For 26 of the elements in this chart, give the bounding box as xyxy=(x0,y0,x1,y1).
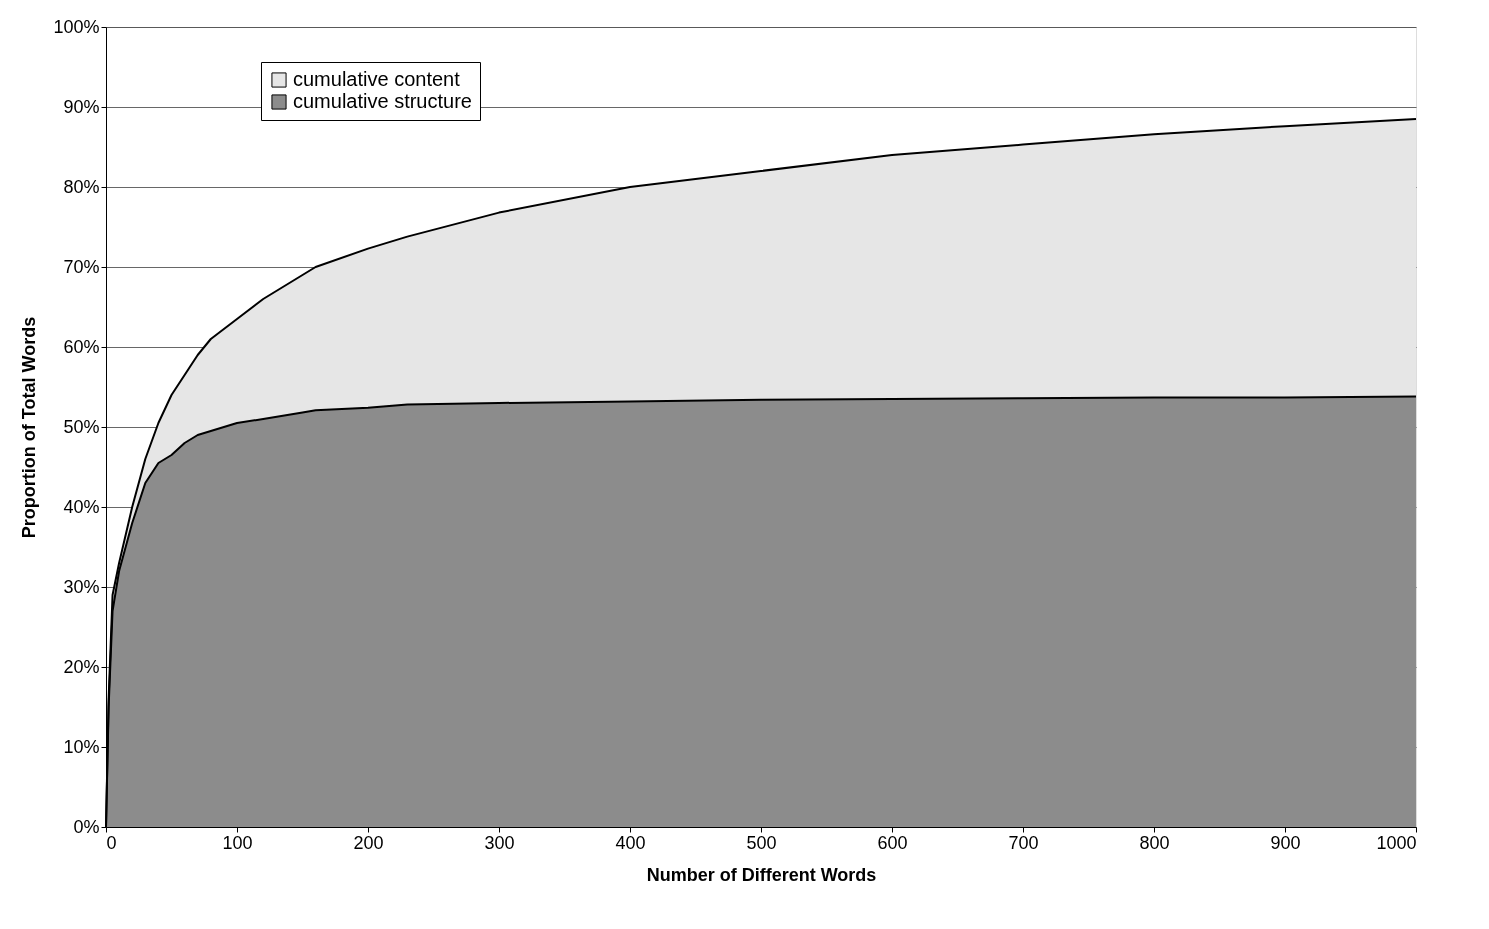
x-tick-label: 300 xyxy=(484,832,515,853)
x-tick-label: 1000 xyxy=(1376,832,1417,853)
legend-label: cumulative content xyxy=(293,68,461,90)
y-tick-label: 20% xyxy=(63,656,100,677)
y-axis-title: Proportion of Total Words xyxy=(19,316,40,539)
y-tick-label: 50% xyxy=(63,416,100,437)
y-tick-label: 0% xyxy=(73,816,100,837)
x-tick-label: 200 xyxy=(353,832,384,853)
y-tick-label: 40% xyxy=(63,496,100,517)
y-tick-label: 10% xyxy=(63,736,100,757)
y-tick-label: 30% xyxy=(63,576,100,597)
y-tick-label: 100% xyxy=(53,16,100,37)
y-tick-label: 80% xyxy=(63,176,100,197)
x-axis-title: Number of Different Words xyxy=(646,864,877,885)
x-tick-label: 800 xyxy=(1139,832,1170,853)
x-tick-label: 500 xyxy=(746,832,777,853)
y-tick-label: 60% xyxy=(63,336,100,357)
x-tick-label: 100 xyxy=(222,832,253,853)
x-tick-label: 900 xyxy=(1270,832,1301,853)
x-tick-label: 400 xyxy=(615,832,646,853)
x-tick-label: 0 xyxy=(106,832,117,853)
x-tick-label: 700 xyxy=(1008,832,1039,853)
y-tick-label: 70% xyxy=(63,256,100,277)
y-tick-label: 90% xyxy=(63,96,100,117)
x-tick-label: 600 xyxy=(877,832,908,853)
legend-label: cumulative structure xyxy=(293,90,472,112)
